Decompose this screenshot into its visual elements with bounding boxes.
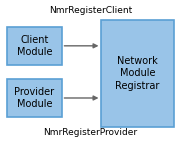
Text: NmrRegisterProvider: NmrRegisterProvider [43, 128, 138, 137]
Text: NmrRegisterClient: NmrRegisterClient [49, 6, 132, 15]
Text: Client
Module: Client Module [17, 35, 52, 57]
Bar [101, 20, 174, 127]
Bar [7, 79, 62, 117]
Bar [7, 27, 62, 65]
Text: Network
Module
Registrar: Network Module Registrar [115, 56, 160, 91]
Text: Provider
Module: Provider Module [14, 87, 54, 109]
